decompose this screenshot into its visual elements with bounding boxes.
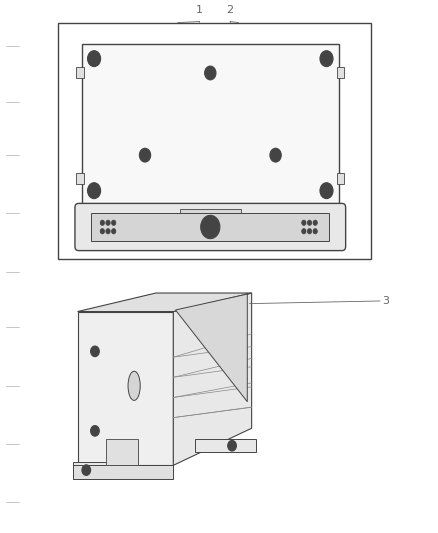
Circle shape [100, 229, 105, 234]
Polygon shape [73, 462, 113, 479]
Circle shape [313, 220, 318, 225]
Circle shape [320, 51, 333, 67]
Bar [336, 67, 344, 78]
Circle shape [205, 66, 216, 80]
Circle shape [307, 220, 312, 225]
Bar [92, 213, 329, 241]
Circle shape [88, 51, 101, 67]
Circle shape [112, 220, 116, 225]
Bar [106, 439, 138, 465]
Polygon shape [195, 439, 256, 452]
Circle shape [88, 183, 101, 199]
Bar [180, 209, 241, 217]
Circle shape [91, 346, 99, 357]
Bar [76, 67, 84, 78]
Circle shape [106, 229, 110, 234]
Bar [82, 44, 339, 206]
Bar [58, 22, 371, 259]
FancyBboxPatch shape [75, 204, 346, 251]
Circle shape [313, 229, 318, 234]
Polygon shape [176, 294, 247, 402]
Polygon shape [173, 293, 252, 465]
Circle shape [302, 220, 306, 225]
Circle shape [100, 220, 105, 225]
Bar [76, 173, 84, 184]
Circle shape [91, 425, 99, 436]
Text: 3: 3 [382, 296, 389, 306]
Circle shape [302, 229, 306, 234]
Bar [336, 173, 344, 184]
Text: 2: 2 [226, 5, 233, 14]
Polygon shape [78, 312, 173, 465]
Circle shape [228, 440, 237, 451]
Text: 1: 1 [196, 5, 203, 14]
Polygon shape [73, 465, 173, 479]
Circle shape [270, 148, 281, 162]
Polygon shape [78, 293, 252, 312]
Ellipse shape [128, 371, 140, 400]
Circle shape [106, 220, 110, 225]
Bar [173, 206, 247, 221]
Circle shape [82, 465, 91, 475]
Circle shape [201, 215, 220, 239]
Circle shape [112, 229, 116, 234]
Circle shape [320, 183, 333, 199]
Circle shape [139, 148, 151, 162]
Circle shape [307, 229, 312, 234]
